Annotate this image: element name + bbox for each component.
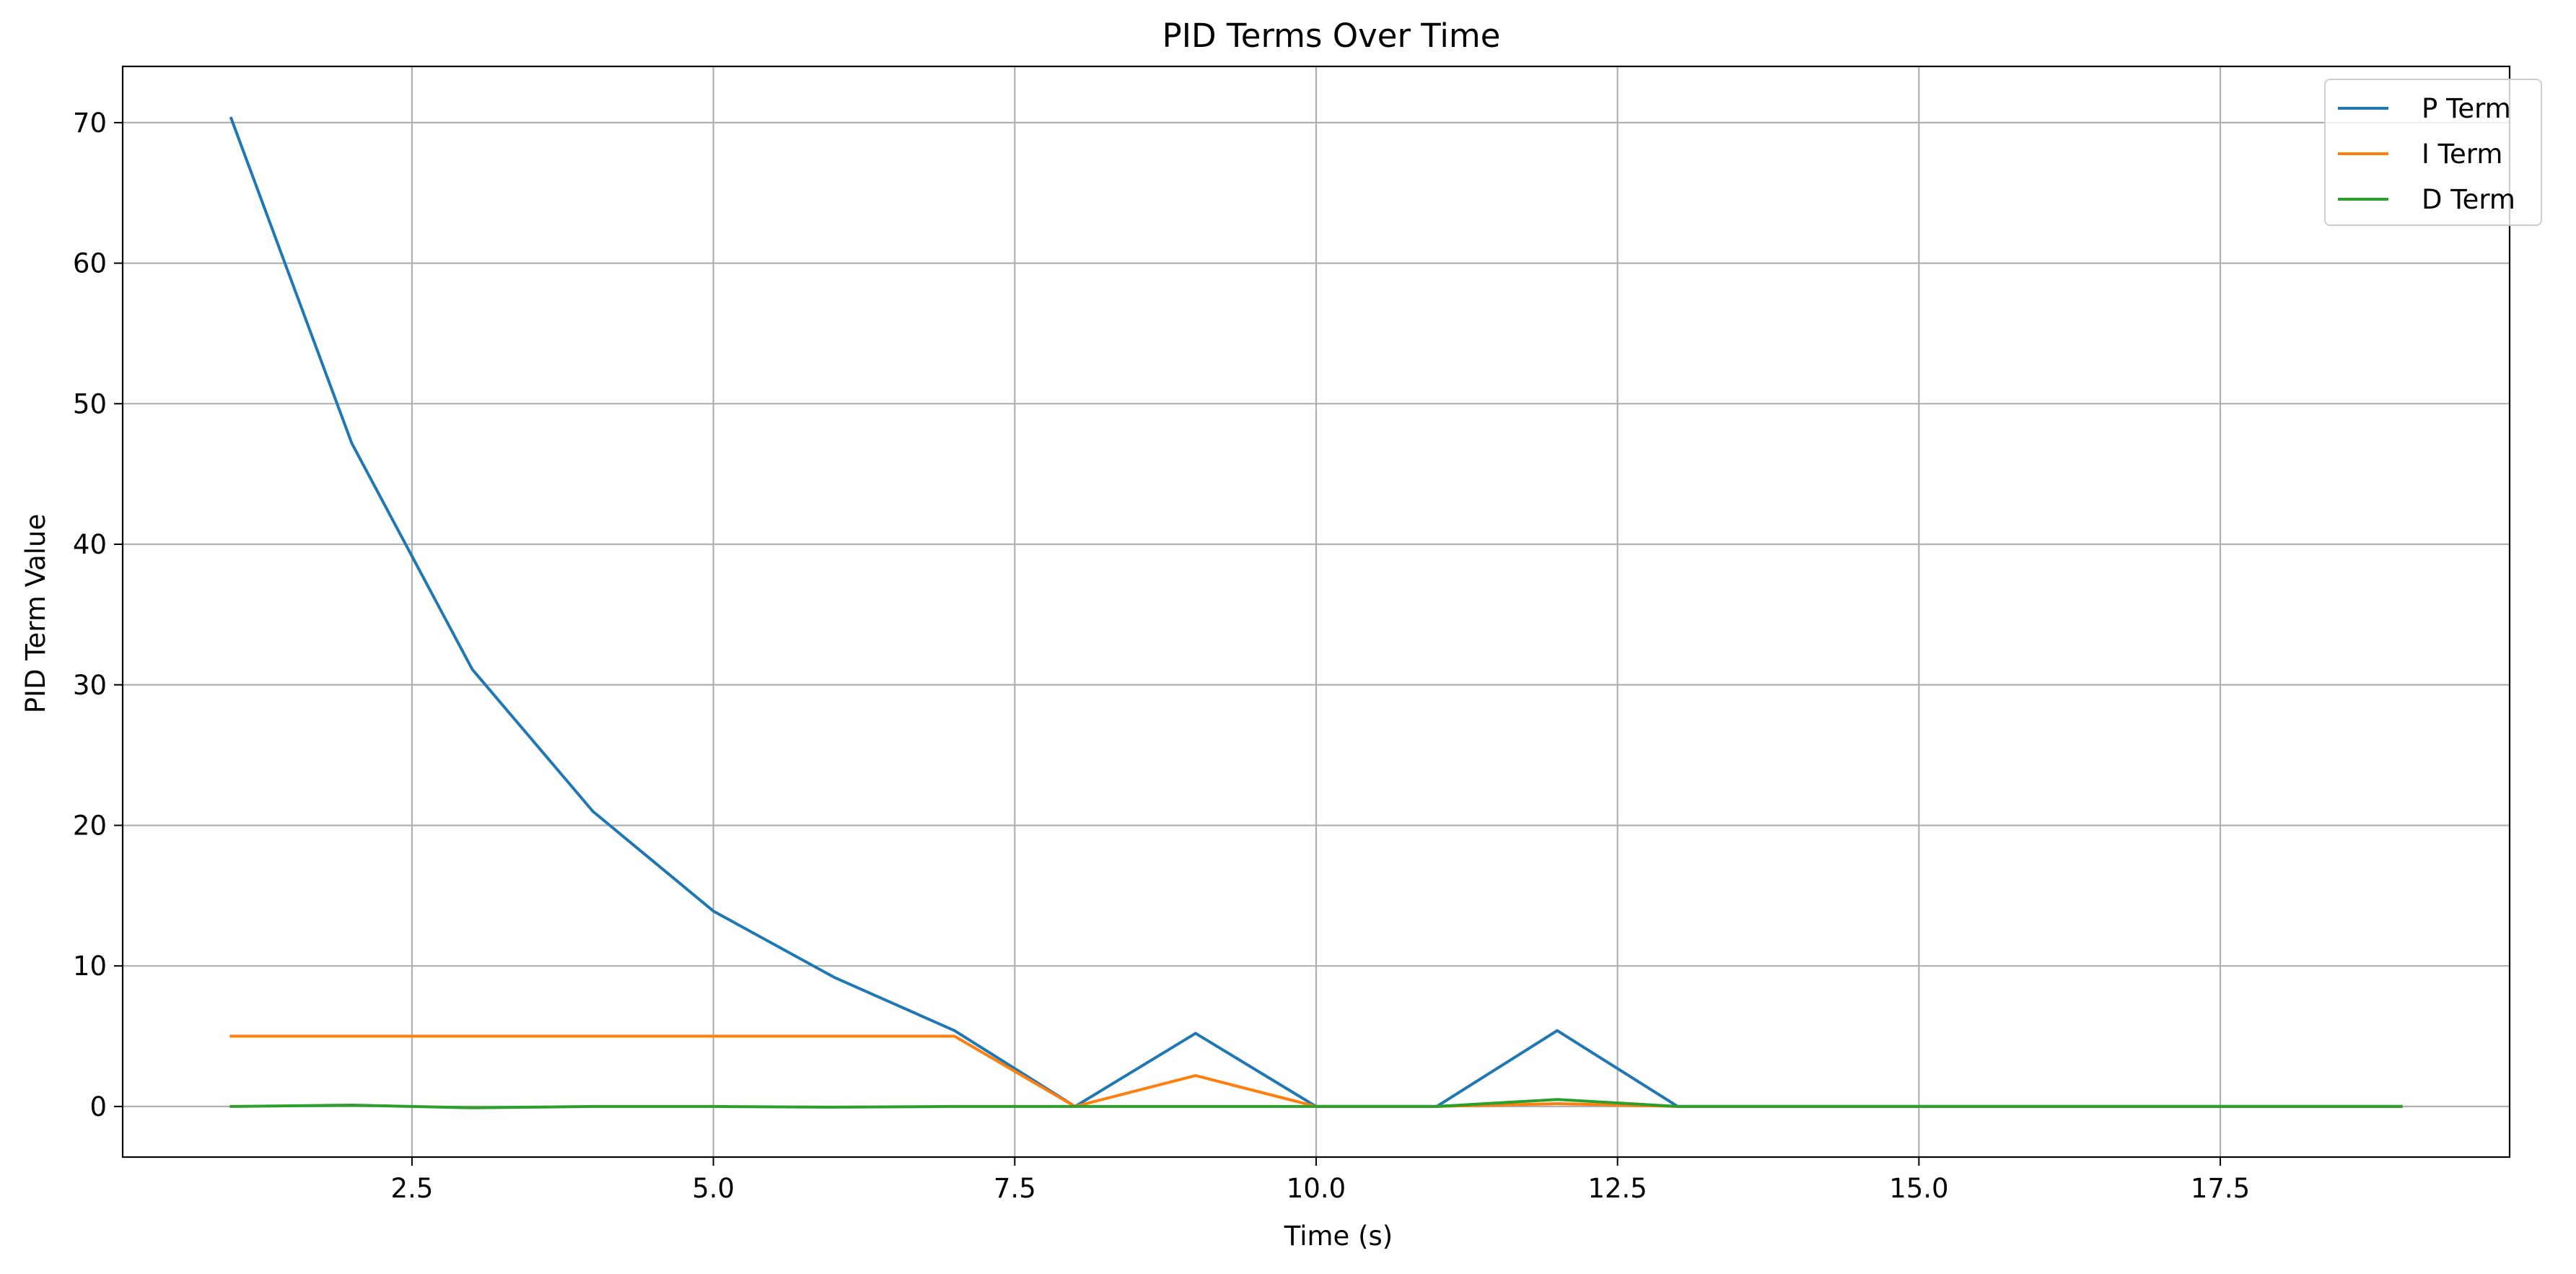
x-tick-label: 15.0 (1889, 1173, 1948, 1204)
x-grid (411, 66, 2222, 1157)
y-tick-label: 40 (73, 529, 107, 560)
x-tick-label: 7.5 (994, 1173, 1036, 1204)
series-line-d-term (229, 1098, 2403, 1109)
chart-title: PID Terms Over Time (1162, 17, 1501, 55)
legend-label-i-term: I Term (2422, 139, 2502, 170)
y-axis-label: PID Term Value (20, 514, 51, 714)
x-tick-label: 2.5 (391, 1173, 434, 1204)
y-tick-label: 20 (73, 810, 107, 841)
x-tick-label: 10.0 (1287, 1173, 1346, 1204)
y-grid (123, 121, 2510, 1108)
y-tick-label: 70 (73, 108, 107, 139)
x-tick-label: 17.5 (2191, 1173, 2250, 1204)
y-tick-label: 60 (73, 248, 107, 279)
y-tick-label: 10 (73, 951, 107, 982)
y-tick-label: 50 (73, 388, 107, 419)
legend-label-d-term: D Term (2422, 184, 2515, 215)
legend-label-p-term: P Term (2422, 93, 2511, 124)
x-tick-label: 12.5 (1587, 1173, 1647, 1204)
series-layer (229, 116, 2403, 1109)
y-tick-label: 30 (73, 670, 107, 701)
y-tick-label: 0 (89, 1091, 107, 1122)
x-axis-ticks: 2.5 5.0 7.5 10.0 12.5 15.0 17.5 (391, 1157, 2250, 1204)
legend-box (2324, 79, 2542, 226)
x-tick-label: 5.0 (692, 1173, 735, 1204)
y-axis-ticks: 0 10 20 30 40 50 60 70 (73, 108, 123, 1122)
legend: P Term I Term D Term (2324, 79, 2542, 226)
x-axis-label: Time (s) (1284, 1221, 1393, 1252)
